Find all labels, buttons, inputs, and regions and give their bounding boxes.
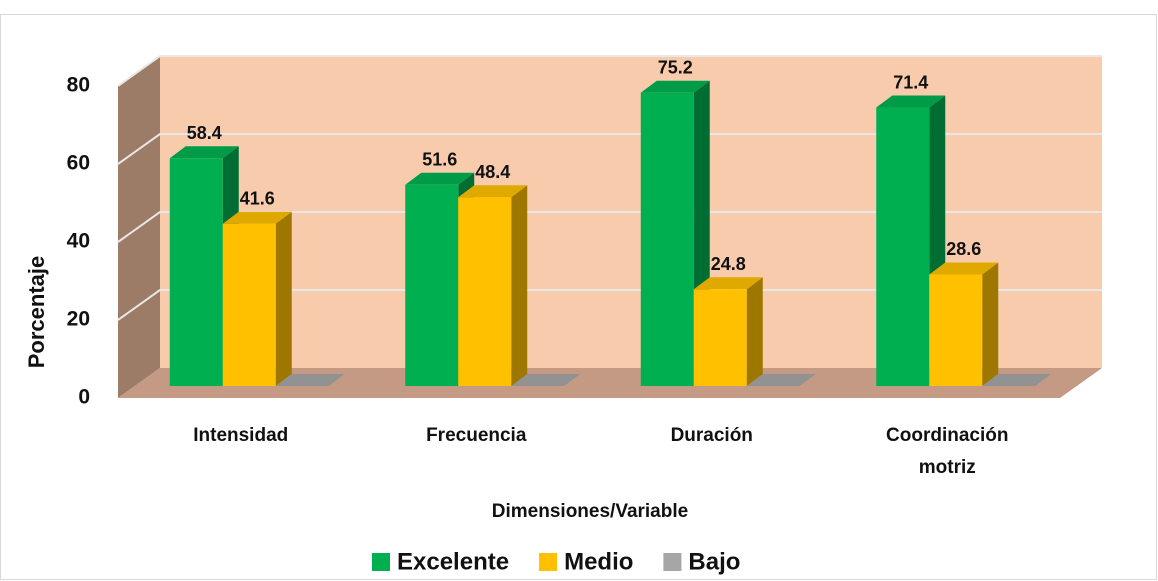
bar bbox=[222, 211, 292, 386]
x-tick-label: Coordinación motriz bbox=[886, 425, 1008, 478]
y-axis-title: Porcentaje bbox=[24, 256, 49, 369]
bar-front bbox=[693, 289, 747, 386]
data-label: 51.6 bbox=[422, 150, 457, 170]
bar-top bbox=[746, 374, 816, 386]
bar-top bbox=[169, 146, 239, 159]
data-label: 24.8 bbox=[711, 254, 746, 274]
data-label: 71.4 bbox=[893, 72, 928, 92]
legend-label: Excelente bbox=[397, 548, 509, 575]
y-tick-label: 80 bbox=[67, 74, 90, 97]
data-label: 41.6 bbox=[240, 189, 275, 209]
legend-label: Medio bbox=[564, 548, 633, 575]
legend-swatch bbox=[539, 553, 558, 571]
bar bbox=[458, 185, 528, 386]
legend-swatch bbox=[663, 553, 682, 571]
legend-swatch bbox=[372, 553, 390, 571]
x-tick-label: Frecuencia bbox=[426, 425, 527, 446]
data-label: 58.4 bbox=[187, 123, 222, 143]
bar bbox=[693, 277, 763, 386]
plot-area: 58.4 41.6 51.6 48.4 75.2 24.8 71.4 28.6 bbox=[117, 55, 1102, 398]
grid-line bbox=[117, 289, 1102, 321]
x-tick-label: Duración bbox=[671, 425, 753, 446]
bar-side bbox=[746, 277, 763, 386]
bar-front bbox=[222, 223, 276, 386]
bar-side bbox=[275, 211, 292, 386]
bar-top bbox=[458, 185, 528, 198]
data-label: 48.4 bbox=[475, 162, 510, 182]
y-tick-label: 60 bbox=[67, 152, 90, 175]
floor bbox=[118, 368, 1102, 398]
bar bbox=[511, 374, 581, 386]
y-tick-label: 40 bbox=[67, 230, 90, 253]
x-axis-title: Dimensiones/Variable bbox=[492, 501, 688, 522]
bar bbox=[746, 374, 816, 386]
grid-line bbox=[117, 133, 1102, 165]
grid-line bbox=[117, 211, 1102, 243]
bar-top bbox=[275, 374, 345, 386]
bar-side bbox=[511, 185, 528, 386]
bar-top bbox=[640, 80, 710, 93]
x-tick-label-line: motriz bbox=[919, 457, 976, 478]
bar-top bbox=[511, 374, 581, 386]
bar-front bbox=[640, 92, 694, 386]
y-tick-label: 20 bbox=[67, 308, 90, 331]
bar bbox=[929, 262, 999, 386]
bar-front bbox=[876, 107, 930, 386]
bar-front bbox=[169, 158, 223, 386]
bar-front bbox=[458, 197, 512, 386]
x-tick-label-line: Coordinación bbox=[886, 425, 1008, 446]
bar bbox=[640, 80, 710, 386]
bar-front bbox=[929, 274, 983, 386]
bar-top bbox=[693, 277, 763, 290]
bar-top bbox=[405, 172, 475, 185]
bar bbox=[982, 374, 1052, 386]
data-label: 75.2 bbox=[658, 57, 693, 77]
bar bbox=[275, 374, 345, 386]
x-tick-label: Intensidad bbox=[193, 425, 288, 446]
legend-label: Bajo bbox=[688, 548, 740, 575]
y-tick-label: 0 bbox=[78, 386, 90, 409]
bar-front bbox=[405, 184, 459, 386]
bar-top bbox=[222, 211, 292, 224]
bar-side bbox=[982, 262, 999, 386]
grid-line bbox=[117, 55, 1102, 87]
bar-top bbox=[982, 374, 1052, 386]
bar-top bbox=[876, 95, 946, 108]
bar-top bbox=[929, 262, 999, 275]
data-label: 28.6 bbox=[946, 239, 981, 259]
